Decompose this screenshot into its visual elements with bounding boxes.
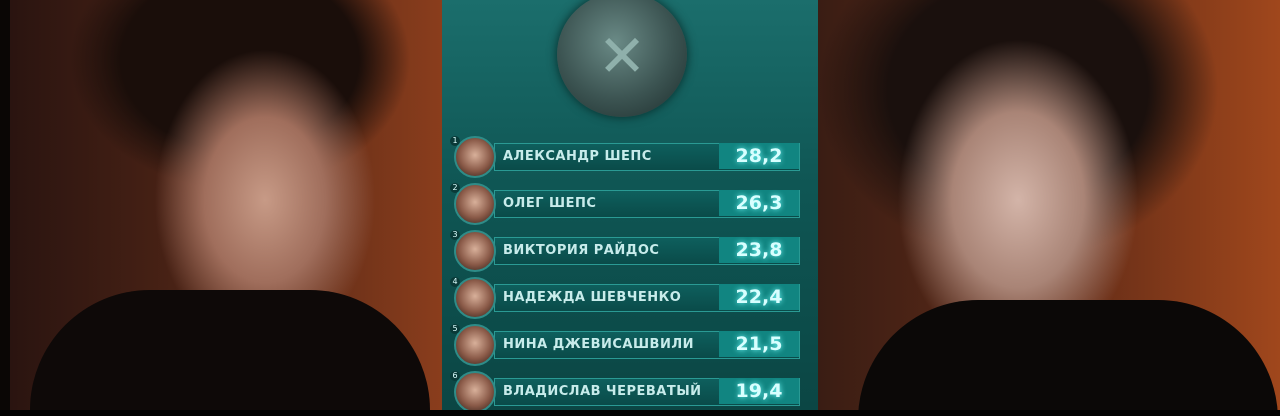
contestant-avatar: [454, 324, 496, 366]
contestant-score: 19,4: [719, 378, 799, 404]
name-bar: ВЛАДИСЛАВ ЧЕРЕВАТЫЙ 19,4: [494, 378, 800, 406]
contestant-name: ВИКТОРИЯ РАЙДОС: [503, 243, 660, 258]
left-person-body: [30, 290, 430, 416]
rank-badge: 1: [450, 136, 460, 146]
leaderboard-row: НИНА ДЖЕВИСАШВИЛИ 21,5 5: [450, 324, 800, 366]
letterbox-bar: [0, 410, 1280, 416]
name-bar: ВИКТОРИЯ РАЙДОС 23,8: [494, 237, 800, 265]
contestant-name: ОЛЕГ ШЕПС: [503, 196, 597, 211]
contestant-avatar: [454, 183, 496, 225]
name-bar: НАДЕЖДА ШЕВЧЕНКО 22,4: [494, 284, 800, 312]
name-bar: НИНА ДЖЕВИСАШВИЛИ 21,5: [494, 331, 800, 359]
contestant-name: НАДЕЖДА ШЕВЧЕНКО: [503, 290, 682, 305]
rank-badge: 5: [450, 324, 460, 334]
leaderboard-row: ВИКТОРИЯ РАЙДОС 23,8 3: [450, 230, 800, 272]
contestant-name: НИНА ДЖЕВИСАШВИЛИ: [503, 337, 695, 352]
rank-badge: 4: [450, 277, 460, 287]
contestant-score: 21,5: [719, 331, 799, 357]
leaderboard-row: АЛЕКСАНДР ШЕПС 28,2 1: [450, 136, 800, 178]
contestant-avatar: [454, 371, 496, 413]
rank-badge: 2: [450, 183, 460, 193]
contestant-score: 28,2: [719, 143, 799, 169]
contestant-score: 23,8: [719, 237, 799, 263]
leaderboard-panel: ✕ АЛЕКСАНДР ШЕПС 28,2 1 ОЛЕГ ШЕПС 26,3 2…: [442, 0, 818, 413]
rank-badge: 6: [450, 371, 460, 381]
contestant-avatar: [454, 230, 496, 272]
contestant-name: АЛЕКСАНДР ШЕПС: [503, 149, 652, 164]
name-bar: АЛЕКСАНДР ШЕПС 28,2: [494, 143, 800, 171]
rank-badge: 3: [450, 230, 460, 240]
right-person-photo: [818, 0, 1280, 416]
contestant-score: 26,3: [719, 190, 799, 216]
name-bar: ОЛЕГ ШЕПС 26,3: [494, 190, 800, 218]
contestant-name: ВЛАДИСЛАВ ЧЕРЕВАТЫЙ: [503, 384, 702, 399]
contestant-avatar: [454, 136, 496, 178]
leaderboard-row: ВЛАДИСЛАВ ЧЕРЕВАТЫЙ 19,4 6: [450, 371, 800, 413]
show-logo-medallion: ✕: [557, 0, 687, 117]
left-person-photo: [10, 0, 442, 416]
contestant-score: 22,4: [719, 284, 799, 310]
right-person-body: [858, 300, 1278, 416]
contestant-avatar: [454, 277, 496, 319]
leaderboard-row: ОЛЕГ ШЕПС 26,3 2: [450, 183, 800, 225]
leaderboard-row: НАДЕЖДА ШЕВЧЕНКО 22,4 4: [450, 277, 800, 319]
